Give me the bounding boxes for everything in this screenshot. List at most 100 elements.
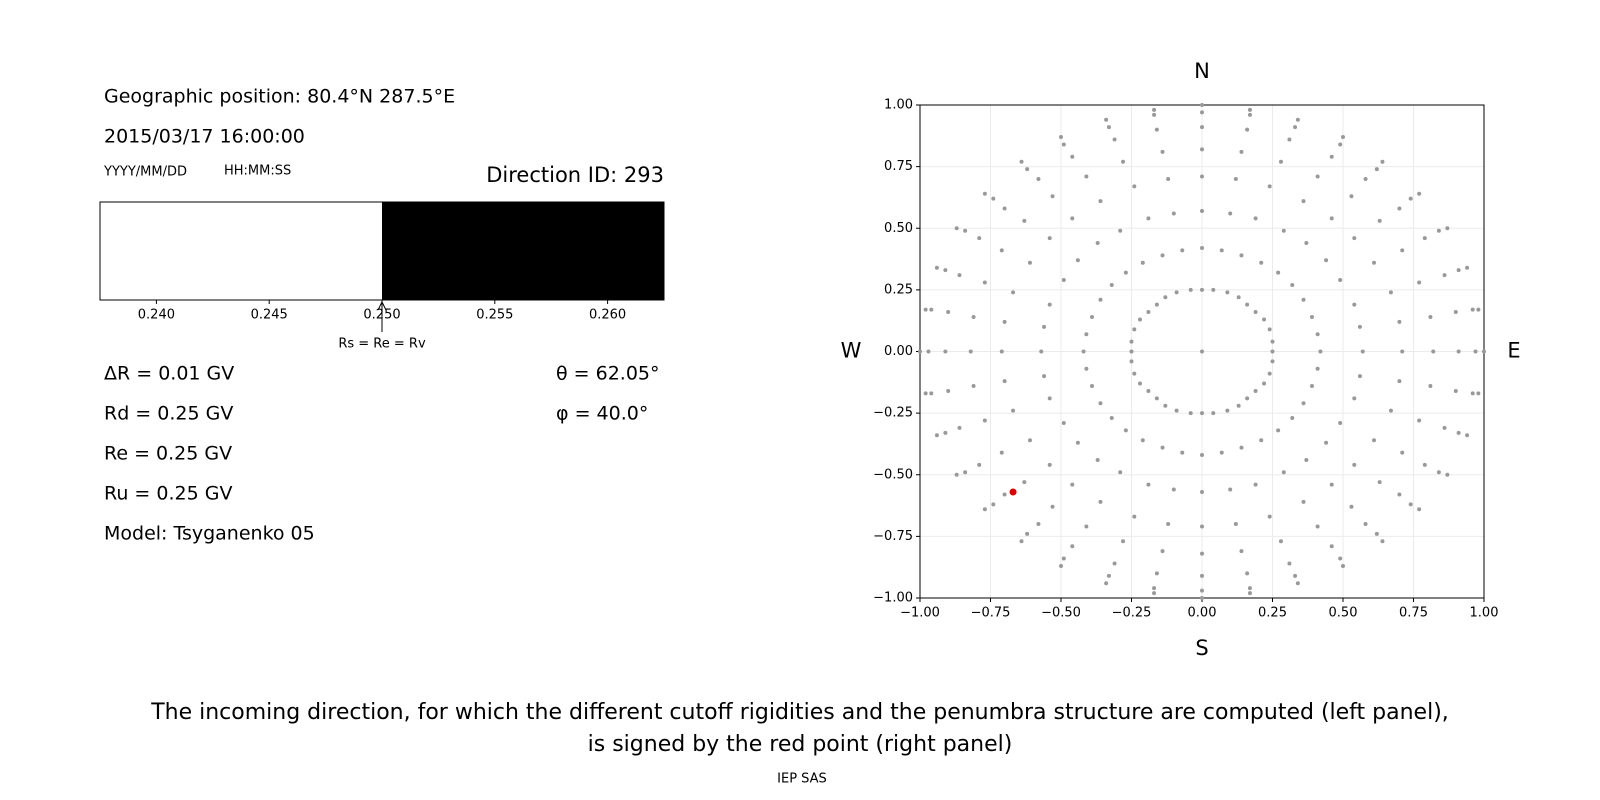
point	[918, 349, 922, 354]
point	[1233, 176, 1238, 181]
point	[1417, 418, 1422, 423]
point	[1276, 270, 1281, 275]
point	[1112, 561, 1117, 566]
point	[1022, 218, 1027, 223]
point	[1025, 531, 1030, 536]
point	[1357, 324, 1362, 329]
point	[1140, 438, 1145, 443]
x-tick-label: 0.245	[251, 308, 288, 323]
point	[946, 310, 951, 315]
point	[1002, 492, 1007, 497]
point	[1200, 287, 1204, 292]
point	[1315, 174, 1320, 179]
point	[1163, 295, 1168, 300]
point	[999, 349, 1004, 354]
point	[1061, 142, 1066, 147]
point	[1140, 260, 1145, 265]
x-tick-label: −0.50	[1041, 606, 1081, 621]
point	[1239, 445, 1244, 450]
point	[1363, 522, 1368, 527]
point	[1146, 310, 1151, 315]
point	[943, 268, 948, 273]
point	[1011, 290, 1016, 295]
x-tick-label: 0.240	[138, 308, 175, 323]
y-tick-label: 0.00	[884, 344, 913, 359]
point	[1267, 327, 1272, 332]
point	[1228, 487, 1233, 492]
annotation: Rs = Re = Rv	[338, 337, 426, 352]
point	[1408, 196, 1413, 201]
point	[1228, 211, 1233, 216]
point	[954, 226, 959, 231]
point	[926, 349, 931, 354]
point	[1239, 549, 1244, 554]
point	[1259, 438, 1264, 443]
point	[1470, 391, 1475, 396]
point	[1061, 556, 1066, 561]
point	[1245, 571, 1250, 576]
point	[1061, 278, 1066, 283]
point	[1259, 260, 1264, 265]
point	[1245, 396, 1250, 401]
x-tick-label: 0.00	[1188, 606, 1217, 621]
y-tick-label: 0.25	[884, 282, 913, 297]
x-tick-label: 0.260	[589, 308, 626, 323]
point	[963, 228, 968, 233]
point	[982, 507, 987, 512]
point	[1329, 154, 1334, 159]
x-tick-label: 0.255	[476, 308, 513, 323]
point	[1027, 438, 1032, 443]
point	[1262, 317, 1267, 322]
point	[1445, 226, 1450, 231]
point	[968, 349, 973, 354]
point	[1247, 591, 1252, 596]
point	[1059, 563, 1063, 568]
point	[1160, 445, 1165, 450]
point	[1095, 241, 1100, 246]
point	[1047, 302, 1052, 307]
point	[1338, 142, 1343, 147]
point	[991, 502, 996, 507]
point	[1047, 462, 1052, 467]
point	[929, 307, 934, 312]
point	[1011, 408, 1016, 413]
point	[1380, 539, 1385, 544]
point	[1329, 482, 1334, 487]
point	[1095, 457, 1100, 462]
x-tick-label: 0.25	[1258, 606, 1287, 621]
compass-label: W	[841, 339, 862, 363]
angle: φ = 40.0°	[556, 403, 648, 425]
y-tick-label: −1.00	[873, 591, 913, 606]
point	[1267, 184, 1272, 189]
point	[946, 388, 951, 393]
point	[1084, 366, 1089, 371]
point	[1301, 401, 1306, 406]
y-tick-label: −0.50	[873, 467, 913, 482]
point	[999, 248, 1004, 253]
point	[1253, 310, 1258, 315]
point	[929, 391, 934, 396]
point	[1239, 149, 1244, 154]
point	[1456, 430, 1461, 435]
point	[1146, 388, 1151, 393]
point	[923, 391, 928, 396]
point	[1267, 371, 1272, 376]
point	[1225, 290, 1230, 295]
point	[1171, 487, 1176, 492]
point	[1104, 581, 1109, 586]
point	[1236, 295, 1241, 300]
point	[1293, 125, 1298, 130]
point	[1106, 125, 1111, 130]
point	[1002, 319, 1007, 324]
point	[1106, 573, 1111, 578]
point	[1270, 349, 1275, 354]
point	[1442, 273, 1447, 278]
point	[1200, 573, 1204, 578]
point	[957, 273, 962, 278]
param: Model: Tsyganenko 05	[104, 523, 315, 545]
point	[1357, 374, 1362, 379]
point	[1025, 167, 1030, 172]
point	[1132, 184, 1137, 189]
point	[1200, 411, 1204, 416]
point	[977, 462, 982, 467]
